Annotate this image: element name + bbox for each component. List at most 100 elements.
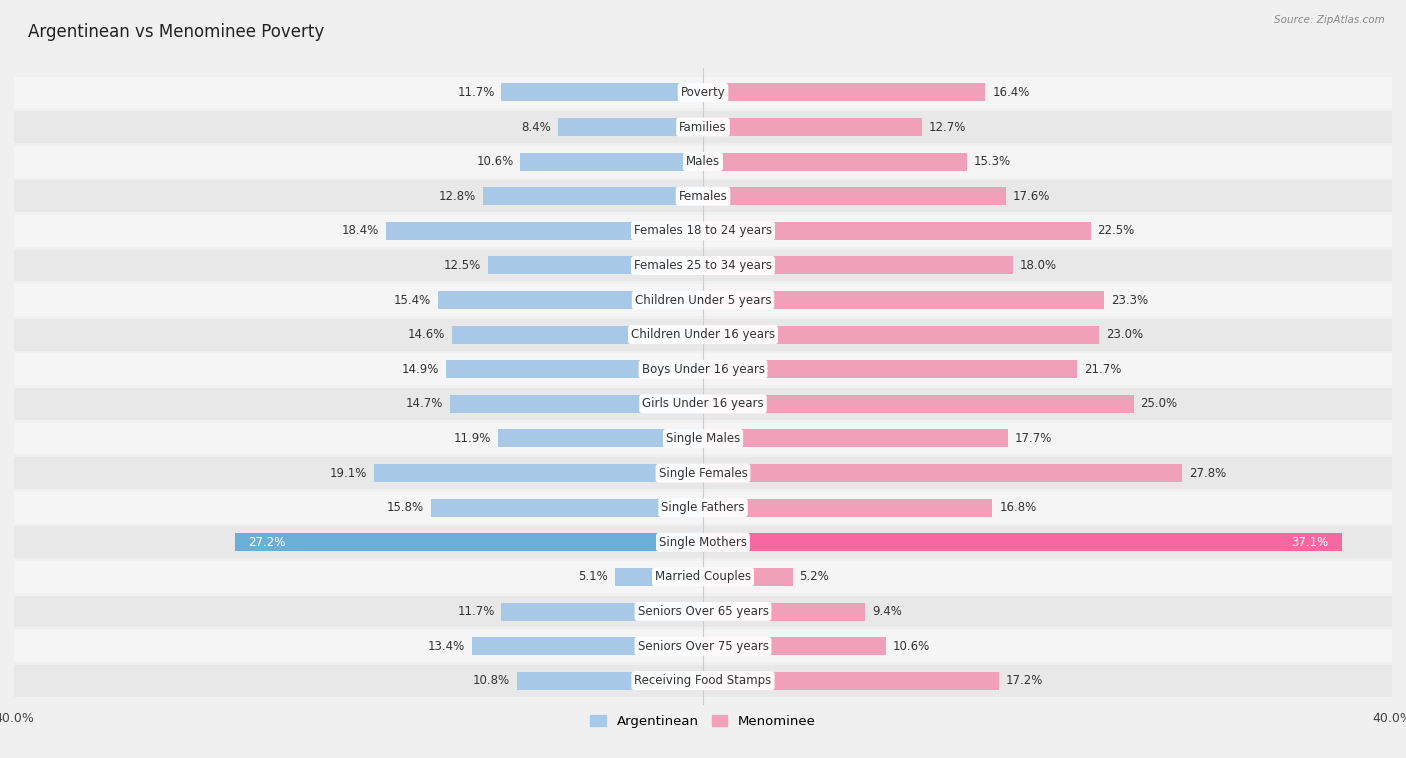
Text: 13.4%: 13.4% [427,640,465,653]
Bar [446,360,703,378]
Bar [502,83,703,102]
Bar [703,222,1091,240]
Text: 15.3%: 15.3% [973,155,1011,168]
Text: 12.5%: 12.5% [443,259,481,272]
Text: 18.0%: 18.0% [1019,259,1057,272]
Text: Girls Under 16 years: Girls Under 16 years [643,397,763,410]
Bar [703,499,993,517]
Text: 16.8%: 16.8% [1000,501,1036,514]
Text: Married Couples: Married Couples [655,571,751,584]
Bar [703,464,1182,482]
Text: 12.8%: 12.8% [439,190,475,202]
Text: Single Mothers: Single Mothers [659,536,747,549]
Text: Boys Under 16 years: Boys Under 16 years [641,363,765,376]
Bar [451,326,703,343]
Bar [14,492,1392,524]
Bar [703,83,986,102]
Text: Females: Females [679,190,727,202]
Bar [488,256,703,274]
Text: 14.7%: 14.7% [405,397,443,410]
Text: 37.1%: 37.1% [1291,536,1329,549]
Text: Males: Males [686,155,720,168]
Text: 17.2%: 17.2% [1007,674,1043,688]
Bar [703,395,1133,413]
Text: 15.8%: 15.8% [387,501,425,514]
Text: 19.1%: 19.1% [330,467,367,480]
Text: 23.3%: 23.3% [1111,293,1149,306]
Text: Argentinean vs Menominee Poverty: Argentinean vs Menominee Poverty [28,23,325,41]
Text: 11.9%: 11.9% [454,432,491,445]
Text: 27.2%: 27.2% [249,536,285,549]
Bar [616,568,703,586]
Bar [14,284,1392,316]
Bar [703,291,1104,309]
Text: Single Males: Single Males [666,432,740,445]
Bar [703,430,1008,447]
Bar [437,291,703,309]
Bar [703,672,1000,690]
Text: Children Under 5 years: Children Under 5 years [634,293,772,306]
Bar [14,77,1392,108]
Bar [14,526,1392,558]
Text: Single Females: Single Females [658,467,748,480]
Text: Females 18 to 24 years: Females 18 to 24 years [634,224,772,237]
Text: 8.4%: 8.4% [522,121,551,133]
Text: 17.6%: 17.6% [1012,190,1050,202]
Bar [703,603,865,621]
Bar [517,672,703,690]
Bar [14,249,1392,281]
Text: Seniors Over 75 years: Seniors Over 75 years [637,640,769,653]
Bar [14,457,1392,489]
Bar [374,464,703,482]
Bar [703,637,886,655]
Bar [14,665,1392,697]
Text: 10.6%: 10.6% [477,155,513,168]
Bar [387,222,703,240]
Text: Single Fathers: Single Fathers [661,501,745,514]
Text: Source: ZipAtlas.com: Source: ZipAtlas.com [1274,15,1385,25]
Text: 15.4%: 15.4% [394,293,430,306]
Bar [14,388,1392,420]
Bar [703,152,966,171]
Bar [703,256,1012,274]
Bar [235,534,703,551]
Text: 25.0%: 25.0% [1140,397,1178,410]
Bar [14,146,1392,177]
Text: Families: Families [679,121,727,133]
Bar [14,215,1392,247]
Bar [450,395,703,413]
Bar [703,568,793,586]
Bar [703,534,1341,551]
Text: 9.4%: 9.4% [872,605,901,618]
Text: Receiving Food Stamps: Receiving Food Stamps [634,674,772,688]
Text: Females 25 to 34 years: Females 25 to 34 years [634,259,772,272]
Bar [558,118,703,136]
Text: Poverty: Poverty [681,86,725,99]
Text: 22.5%: 22.5% [1098,224,1135,237]
Bar [703,187,1007,205]
Text: 12.7%: 12.7% [928,121,966,133]
Bar [502,603,703,621]
Text: 11.7%: 11.7% [457,605,495,618]
Bar [14,353,1392,385]
Text: 14.9%: 14.9% [402,363,440,376]
Bar [498,430,703,447]
Text: 23.0%: 23.0% [1107,328,1143,341]
Text: 11.7%: 11.7% [457,86,495,99]
Text: 16.4%: 16.4% [993,86,1029,99]
Bar [14,630,1392,662]
Text: 14.6%: 14.6% [408,328,444,341]
Bar [14,111,1392,143]
Text: 27.8%: 27.8% [1188,467,1226,480]
Bar [703,360,1077,378]
Bar [14,319,1392,351]
Bar [14,596,1392,628]
Text: 21.7%: 21.7% [1084,363,1121,376]
Text: Children Under 16 years: Children Under 16 years [631,328,775,341]
Bar [482,187,703,205]
Text: 10.6%: 10.6% [893,640,929,653]
Bar [520,152,703,171]
Text: 5.2%: 5.2% [800,571,830,584]
Bar [703,118,922,136]
Legend: Argentinean, Menominee: Argentinean, Menominee [585,709,821,733]
